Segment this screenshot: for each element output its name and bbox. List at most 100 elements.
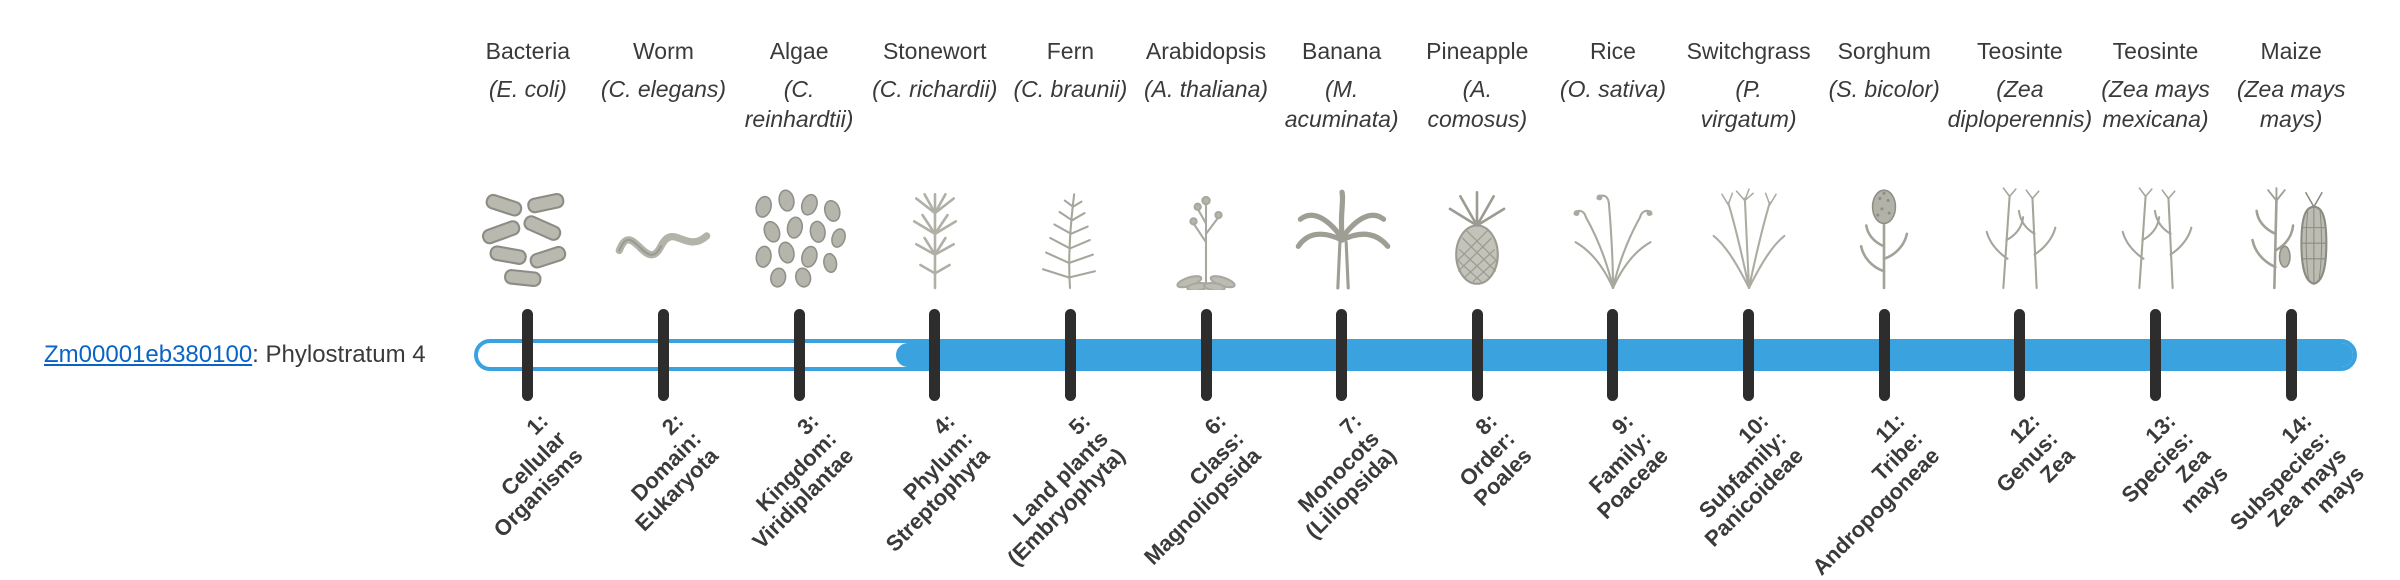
organism-column-maize: Maize (Zea mays mays) xyxy=(2223,36,2359,292)
banana-icon xyxy=(1290,180,1394,292)
switchgrass-icon xyxy=(1697,180,1801,292)
stratum-cell: 11: Tribe: Andropogoneae xyxy=(1807,405,1952,580)
tick-mark xyxy=(1336,309,1348,401)
organism-column-switchgrass: Switchgrass (P. virgatum) xyxy=(1681,36,1817,292)
organism-name: Banana xyxy=(1302,38,1382,64)
stratum-cell: 14: Subspecies: Zea mays mays xyxy=(2223,405,2368,575)
tick-cell xyxy=(1952,309,2088,401)
algae-icon xyxy=(747,180,851,292)
stratum-cell: 4: Phylum: Streptophyta xyxy=(867,405,1003,575)
tick-mark xyxy=(1200,309,1212,401)
stonewort-icon xyxy=(883,180,987,292)
organism-scientific-name: (A. thaliana) xyxy=(1144,76,1269,103)
tick-cell xyxy=(1003,309,1139,401)
organism-scientific-name: (E. coli) xyxy=(488,76,567,103)
organism-column-fern: Fern (C. braunii) xyxy=(1003,36,1139,292)
organism-column-worm: Worm (C. elegans) xyxy=(596,36,732,292)
tick-mark xyxy=(1607,309,1619,401)
tick-cell xyxy=(1138,309,1274,401)
organism-scientific-name: (M. acuminata) xyxy=(1284,76,1399,133)
organism-column-pineapple: Pineapple (A. comosus) xyxy=(1409,36,1545,292)
organism-name: Pineapple xyxy=(1426,38,1529,64)
organism-name: Teosinte xyxy=(2112,38,2199,64)
stratum-cell: 12: Genus: Zea xyxy=(1952,405,2088,575)
timeline-bar-fill xyxy=(896,343,2353,367)
organism-name: Rice xyxy=(1589,38,1636,64)
organism-column-stonewort: Stonewort (C. richardii) xyxy=(867,36,1003,292)
stratum-cell: 9: Family: Poaceae xyxy=(1545,405,1681,575)
stratum-label: 3: Kingdom: Viridiplantae xyxy=(748,408,859,554)
pineapple-icon xyxy=(1425,180,1529,292)
stratum-cell: 13: Species: Zea mays xyxy=(2088,405,2232,575)
organism-column-algae: Algae (C. reinhardtii) xyxy=(731,36,867,292)
stratum-cell: 7: Monocots (Liliopsida) xyxy=(1274,405,1410,575)
organism-name: Teosinte xyxy=(1977,38,2063,64)
tick-cell xyxy=(596,309,732,401)
organism-column-banana: Banana (M. acuminata) xyxy=(1274,36,1410,292)
tick-cell xyxy=(1681,309,1817,401)
gene-phylostratum-text: : Phylostratum 4 xyxy=(252,341,426,368)
tick-mark xyxy=(1064,309,1076,401)
stratum-label: 7: Monocots (Liliopsida) xyxy=(1292,408,1402,544)
worm-icon xyxy=(611,180,715,292)
organism-name: Stonewort xyxy=(882,38,987,64)
tick-mark xyxy=(793,309,805,401)
teosinte-icon xyxy=(2104,180,2208,292)
tick-mark xyxy=(2285,309,2297,401)
tick-mark xyxy=(1471,309,1483,401)
organism-scientific-name: (C. braunii) xyxy=(1013,76,1128,103)
organism-name: Worm xyxy=(633,38,694,64)
tick-mark xyxy=(522,309,534,401)
organism-scientific-name: (Zea mays mexicana) xyxy=(2101,76,2210,133)
organism-name: Fern xyxy=(1046,38,1095,64)
stratum-cell: 5: Land plants (Embryophyta) xyxy=(1003,405,1139,575)
stratum-cell: 1: Cellular Organisms xyxy=(460,405,596,575)
tick-mark xyxy=(1743,309,1755,401)
organism-name: Maize xyxy=(2260,38,2322,64)
tick-mark xyxy=(2150,309,2161,401)
stratum-cell: 2: Domain: Eukaryota xyxy=(596,405,732,575)
organism-scientific-name: (P. virgatum) xyxy=(1700,76,1797,133)
organism-scientific-name: (C. richardii) xyxy=(872,76,998,103)
fern-icon xyxy=(1018,180,1122,292)
stratum-cell: 8: Order: Poales xyxy=(1409,405,1545,575)
organism-scientific-name: (Zea mays mays) xyxy=(2236,76,2346,133)
tick-cell xyxy=(460,309,596,401)
stratum-cell: 6: Class: Magnoliopsida xyxy=(1138,405,1274,575)
timeline-bar xyxy=(474,339,2357,371)
rice-icon xyxy=(1561,180,1665,292)
gene-label: Zm00001eb380100: Phylostratum 4 xyxy=(44,341,426,369)
arabidopsis-icon xyxy=(1154,180,1258,292)
tick-cell xyxy=(2088,309,2224,401)
tick-cell xyxy=(2223,309,2359,401)
stratum-cell: 3: Kingdom: Viridiplantae xyxy=(731,405,867,575)
tick-cell xyxy=(1545,309,1681,401)
organism-column-sorghum: Sorghum (S. bicolor) xyxy=(1816,36,1952,292)
stratum-label: 1: Cellular Organisms xyxy=(488,408,588,543)
stratum-label-row: 1: Cellular Organisms 2: Domain: Eukaryo… xyxy=(460,405,2369,580)
tick-row xyxy=(460,309,2359,401)
organism-column-teosinte-diploperennis: Teosinte (Zea diploperennis) xyxy=(1948,36,2092,292)
tick-cell xyxy=(1816,309,1952,401)
sorghum-icon xyxy=(1832,180,1936,292)
stratum-label: 9: Family: Poaceae xyxy=(1583,408,1673,524)
organism-scientific-name: (A. comosus) xyxy=(1427,76,1528,133)
organism-scientific-name: (C. elegans) xyxy=(600,76,727,103)
stratum-label: 2: Domain: Eukaryota xyxy=(625,408,724,537)
tick-mark xyxy=(1878,309,1890,401)
teosinte-icon xyxy=(1968,180,2072,292)
organism-name: Algae xyxy=(769,38,829,64)
bacteria-icon xyxy=(476,180,580,292)
organism-name: Switchgrass xyxy=(1686,38,1811,64)
stratum-label: 8: Order: Poales xyxy=(1454,408,1538,511)
organism-scientific-name: (Zea diploperennis) xyxy=(1947,76,2093,133)
organism-column-rice: Rice (O. sativa) xyxy=(1545,36,1681,292)
tick-mark xyxy=(657,309,669,401)
gene-id-link[interactable]: Zm00001eb380100 xyxy=(44,341,253,368)
organism-scientific-name: (S. bicolor) xyxy=(1828,76,1940,103)
organism-name: Sorghum xyxy=(1837,38,1931,64)
organism-column-arabidopsis: Arabidopsis (A. thaliana) xyxy=(1138,36,1274,292)
maize-icon xyxy=(2239,180,2343,292)
tick-cell xyxy=(731,309,867,401)
